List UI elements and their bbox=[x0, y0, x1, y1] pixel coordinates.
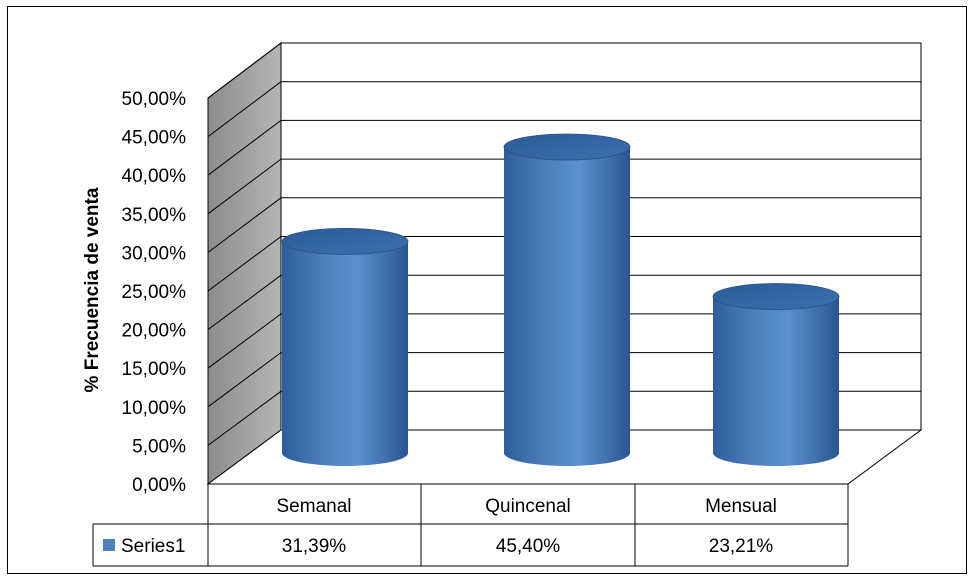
data-value-semanal: 31,39% bbox=[282, 536, 347, 557]
y-axis-label: % Frecuencia de venta bbox=[82, 187, 103, 392]
y-tick-label: 25,00% bbox=[122, 282, 187, 303]
gridline-side bbox=[207, 197, 282, 253]
bar-semanal bbox=[281, 228, 409, 466]
data-value-mensual: 23,21% bbox=[709, 536, 774, 557]
legend-series-name: Series1 bbox=[121, 536, 185, 557]
y-tick-label: 40,00% bbox=[122, 166, 187, 187]
gridline-side bbox=[207, 313, 282, 369]
category-label-mensual: Mensual bbox=[705, 496, 777, 517]
gridline-side bbox=[207, 274, 282, 331]
data-value-quincenal: 45,40% bbox=[496, 536, 561, 557]
y-tick-label: 35,00% bbox=[122, 205, 187, 226]
bar-mensual bbox=[712, 283, 840, 466]
gridline-side bbox=[207, 42, 282, 99]
gridline-side bbox=[207, 81, 282, 137]
y-tick-label: 30,00% bbox=[122, 243, 187, 264]
gridline-side bbox=[207, 236, 282, 292]
bar-top bbox=[712, 283, 840, 310]
bar-body bbox=[282, 241, 408, 466]
data-table: Series1 Semanal Quincenal Mensual 31,39%… bbox=[92, 484, 849, 567]
gridline-side bbox=[207, 158, 282, 215]
y-tick-label: 45,00% bbox=[122, 128, 187, 149]
y-tick-label: 15,00% bbox=[122, 359, 187, 380]
y-tick-label: 5,00% bbox=[132, 436, 186, 457]
bars bbox=[281, 133, 840, 466]
bar-quincenal bbox=[503, 133, 631, 466]
bar-body bbox=[504, 147, 630, 466]
bar-top bbox=[281, 228, 409, 255]
y-tick-label: 20,00% bbox=[122, 321, 187, 342]
y-axis-ticks: 0,00% 5,00% 10,00% 15,00% 20,00% 25,00% 30,00%… bbox=[122, 89, 187, 496]
bar-top bbox=[503, 133, 631, 161]
y-tick-label: 0,00% bbox=[132, 475, 186, 496]
category-label-quincenal: Quincenal bbox=[485, 496, 571, 517]
bar-body bbox=[713, 296, 839, 466]
gridline-side bbox=[207, 390, 282, 446]
category-label-semanal: Semanal bbox=[277, 496, 352, 517]
legend-swatch bbox=[103, 539, 115, 551]
gridline-side bbox=[207, 120, 282, 176]
y-tick-label: 50,00% bbox=[122, 89, 187, 110]
gridline-side bbox=[207, 352, 282, 408]
y-tick-label: 10,00% bbox=[122, 398, 187, 419]
